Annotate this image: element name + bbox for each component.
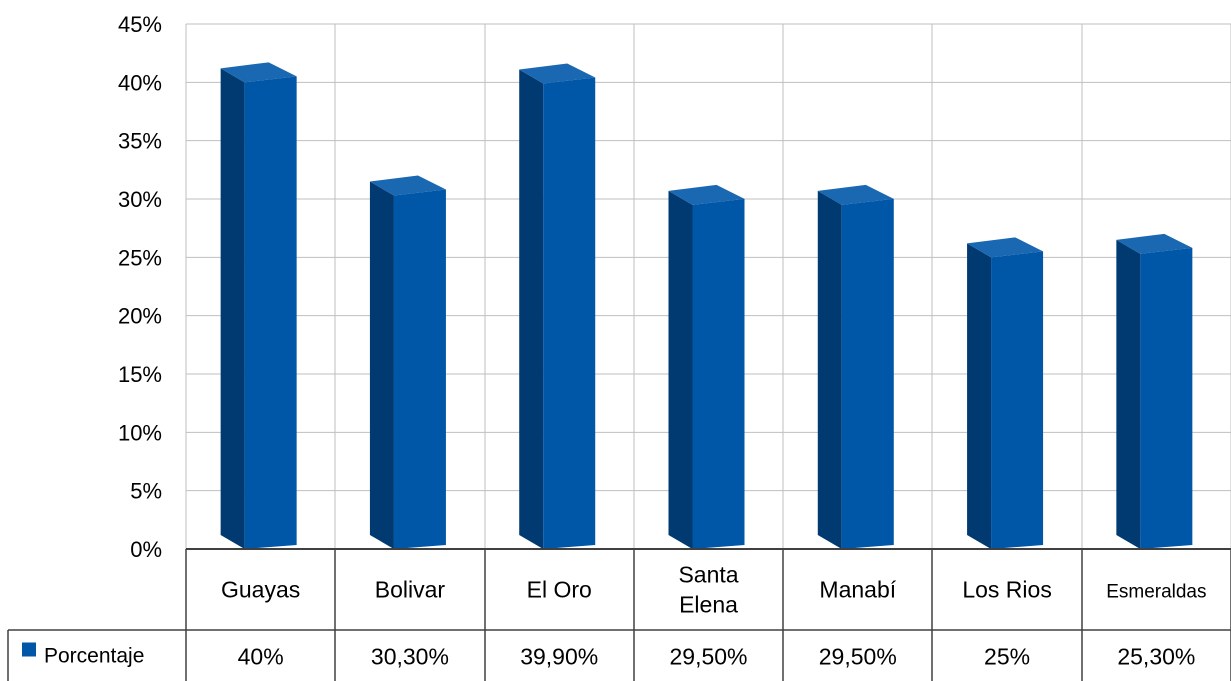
data-label: 39,90% [520,644,598,670]
y-tick-label: 40% [118,70,162,95]
category-label: Esmeraldas [1106,582,1206,603]
bar-top [817,184,894,205]
y-tick-label: 25% [118,245,162,270]
bar-front [841,198,894,550]
bar-front [991,251,1044,550]
bars [220,62,1193,550]
bar-top [519,63,596,84]
y-axis: 0% 5% 10% 15% 20% 25% 30% 35% 40% 45% [118,12,162,562]
y-tick-label: 30% [118,187,162,212]
category-label: Elena [679,592,738,618]
bar-top [668,184,745,205]
data-label: 29,50% [669,644,747,670]
category-label: Los Rios [962,577,1051,603]
bar-side [1116,239,1141,550]
bar-front [692,198,745,550]
bar [668,184,745,550]
bar [967,237,1044,550]
category-label: Guayas [221,577,300,603]
bar [519,63,596,549]
bar-side [519,69,544,549]
bar-top [1116,233,1193,254]
data-label: 29,50% [819,644,897,670]
data-label: 25% [984,644,1030,670]
bar [1116,233,1193,550]
bar-side [220,68,245,549]
bar-front [393,189,446,549]
category-label: El Oro [527,577,592,603]
bar-front [244,76,297,549]
bar-side [817,190,842,550]
legend-key [22,642,36,657]
y-tick-label: 20% [118,304,162,329]
bar-top [967,237,1044,258]
bar-side [369,181,394,549]
data-table: Guayas Bolivar El Oro Santa Elena Manabí Los R… [7,548,1231,681]
bar [817,184,894,550]
data-label: 30,30% [371,644,449,670]
y-tick-label: 0% [130,537,162,562]
bar-top [220,62,297,83]
data-label: 40% [238,644,284,670]
y-tick-label: 35% [118,129,162,154]
y-tick-label: 15% [118,362,162,387]
category-label: Bolivar [375,577,446,603]
category-label: Santa [678,562,738,588]
y-tick-label: 45% [118,12,162,37]
y-tick-label: 5% [130,479,162,504]
bar-side [967,243,992,550]
category-label: Manabí [819,577,896,603]
data-label: 25,30% [1117,644,1195,670]
bar-front [1140,247,1193,550]
bar [369,175,446,549]
y-tick-label: 10% [118,420,162,445]
legend-label: Porcentaje [44,645,144,668]
bar-front [543,77,596,549]
bar [220,62,297,549]
bar-top [369,175,446,196]
bar-side [668,190,693,550]
